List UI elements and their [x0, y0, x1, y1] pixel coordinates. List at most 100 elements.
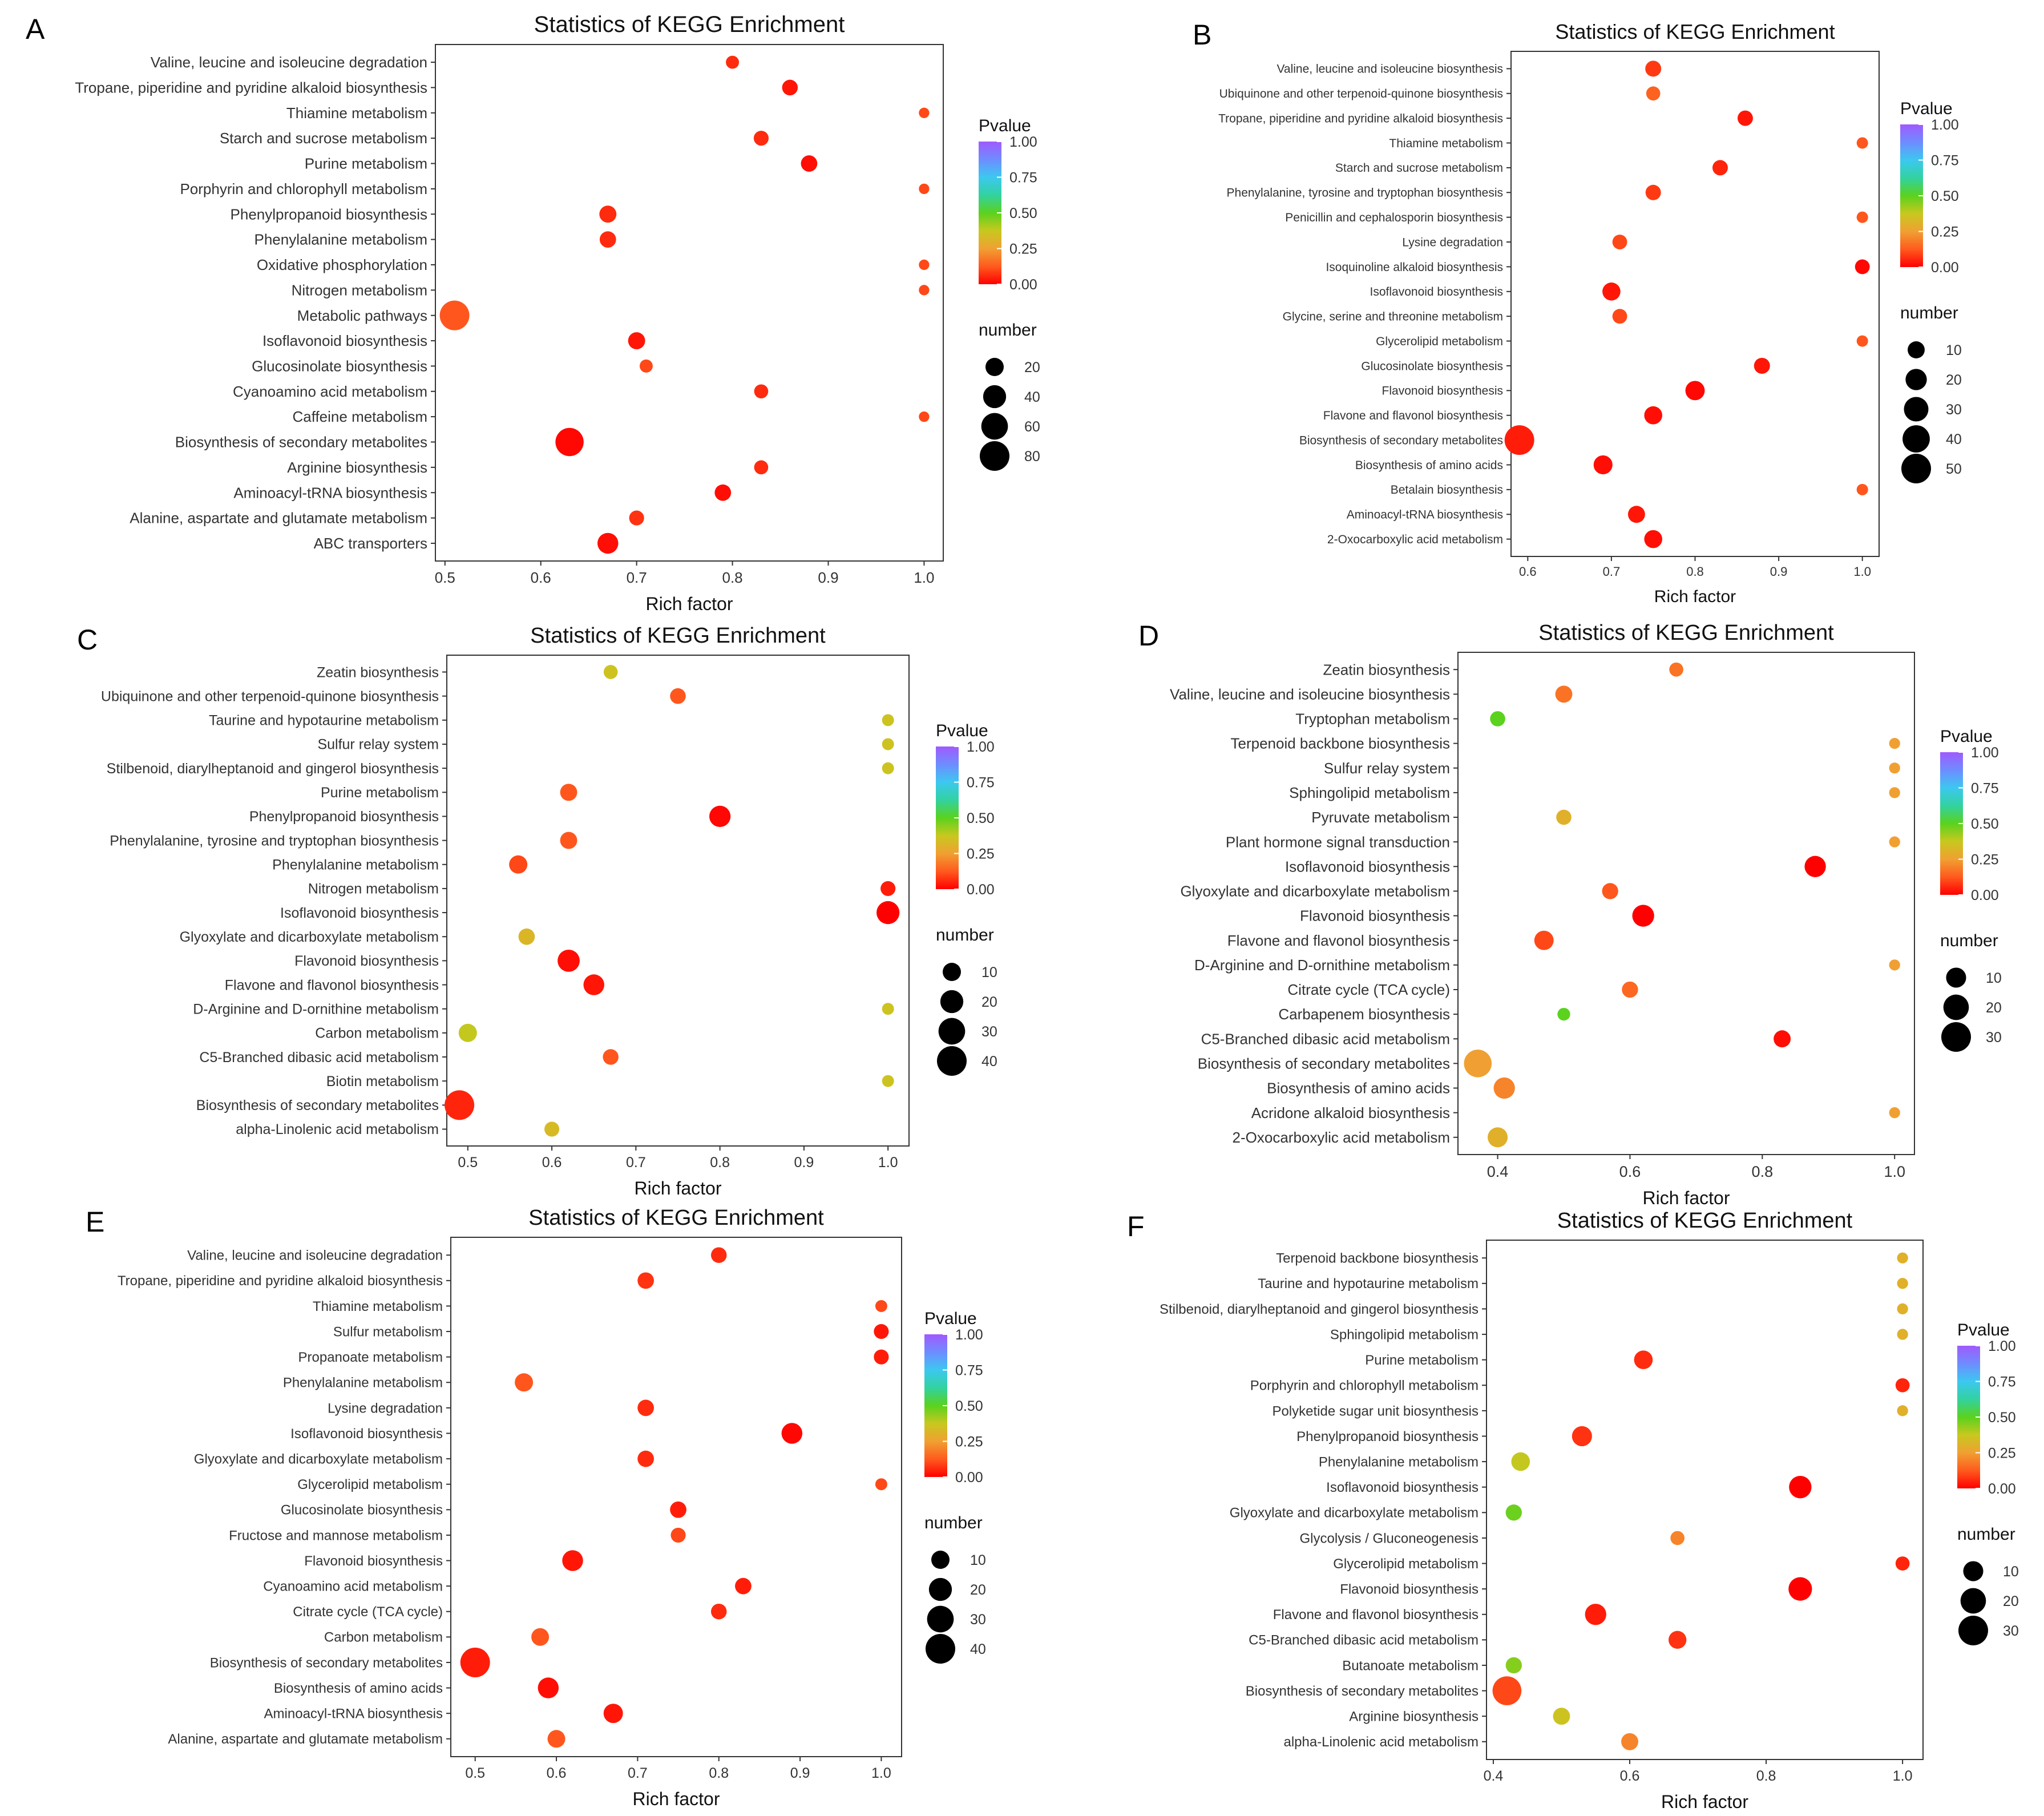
data-point — [1644, 530, 1663, 548]
y-tick-label: Carbapenem biosynthesis — [1278, 1006, 1450, 1023]
size-legend-label: 50 — [1946, 461, 1962, 477]
y-tick-label: Tropane, piperidine and pyridine alkaloi… — [75, 79, 427, 96]
y-tick-label: Phenylpropanoid biosynthesis — [249, 809, 439, 825]
y-tick-label: Nitrogen metabolism — [292, 281, 427, 298]
y-tick-label: Glyoxylate and dicarboxylate metabolism — [1180, 883, 1450, 900]
pvalue-legend-title: Pvalue — [1940, 727, 1993, 746]
chart-title: Statistics of KEGG Enrichment — [528, 1206, 824, 1230]
size-legend-dot — [1943, 994, 1969, 1020]
data-point — [1634, 1350, 1653, 1369]
data-point — [882, 738, 894, 750]
data-point — [875, 1478, 887, 1491]
data-point — [710, 1603, 727, 1620]
size-legend-label: 30 — [970, 1612, 986, 1628]
colorbar-tick-label: 0.00 — [1988, 1481, 2016, 1497]
y-tick-label: Porphyrin and chlorophyll metabolism — [180, 180, 427, 197]
size-legend-dot — [1963, 1561, 1984, 1581]
data-point — [1788, 1577, 1812, 1601]
y-tick-label: Glucosinolate biosynthesis — [252, 358, 427, 375]
data-point — [782, 79, 798, 96]
x-tick-label: 0.7 — [626, 1155, 646, 1171]
data-point — [714, 484, 732, 501]
data-point — [1856, 483, 1868, 495]
x-tick-label: 0.6 — [542, 1155, 562, 1171]
data-point — [1553, 1708, 1570, 1725]
y-tick-label: alpha-Linolenic acid metabolism — [1283, 1734, 1479, 1750]
y-tick-label: Sphingolipid metabolism — [1330, 1327, 1479, 1342]
data-point — [882, 1003, 894, 1015]
y-tick-label: D-Arginine and D-ornithine metabolism — [193, 1001, 439, 1017]
y-tick-label: Stilbenoid, diarylheptanoid and gingerol… — [1160, 1302, 1479, 1317]
y-tick-label: 2-Oxocarboxylic acid metabolism — [1233, 1129, 1450, 1146]
size-legend-title: number — [1900, 304, 1958, 322]
x-tick-label: 0.8 — [722, 569, 742, 586]
y-tick-label: Glyoxylate and dicarboxylate metabolism — [1230, 1506, 1479, 1521]
data-point — [1464, 1050, 1492, 1078]
chart-title: Statistics of KEGG Enrichment — [1538, 621, 1834, 645]
y-tick-label: Fructose and mannose metabolism — [229, 1528, 443, 1543]
panel-label: C — [77, 624, 98, 656]
colorbar-tick-label: 0.25 — [1009, 241, 1037, 257]
size-legend-label: 20 — [1946, 372, 1962, 388]
data-point — [518, 928, 535, 945]
panel-label: D — [1138, 620, 1159, 652]
data-point — [599, 231, 616, 248]
colorbar-tick-label: 0.75 — [955, 1363, 983, 1379]
y-tick-label: D-Arginine and D-ornithine metabolism — [1194, 957, 1450, 974]
data-point — [1511, 1452, 1530, 1471]
data-point — [1555, 685, 1573, 703]
data-point — [597, 532, 619, 554]
panel-label: A — [26, 13, 45, 45]
size-legend-dot — [940, 990, 964, 1014]
y-tick-label: Zeatin biosynthesis — [1323, 661, 1450, 678]
size-legend-dot — [1902, 425, 1930, 453]
x-tick-label: 0.8 — [1756, 1768, 1776, 1784]
size-legend-label: 20 — [981, 994, 997, 1010]
pvalue-legend-title: Pvalue — [924, 1309, 977, 1328]
data-point — [458, 1023, 477, 1042]
size-legend-label: 60 — [1024, 419, 1040, 435]
size-legend-dot — [931, 1551, 950, 1569]
data-point — [919, 285, 930, 296]
y-tick-label: Alanine, aspartate and glutamate metabol… — [168, 1732, 443, 1747]
data-point — [1493, 1077, 1515, 1099]
size-legend-dot — [1946, 967, 1966, 988]
size-legend-dot — [1908, 341, 1925, 358]
data-point — [753, 131, 769, 146]
y-tick-label: Arginine biosynthesis — [287, 459, 427, 476]
y-tick-label: Glycerolipid metabolism — [1333, 1556, 1479, 1572]
size-legend-label: 40 — [970, 1641, 986, 1657]
data-point — [599, 205, 617, 223]
data-point — [1602, 283, 1621, 301]
data-point — [1644, 406, 1663, 425]
data-point — [1556, 809, 1572, 825]
y-tick-label: Glycolysis / Gluconeogenesis — [1300, 1531, 1479, 1546]
y-tick-label: Purine metabolism — [321, 785, 439, 801]
y-tick-label: Purine metabolism — [305, 155, 427, 172]
data-point — [460, 1647, 490, 1677]
y-tick-label: Biosynthesis of amino acids — [274, 1681, 443, 1696]
data-point — [1897, 1329, 1908, 1340]
y-tick-label: Phenylalanine, tyrosine and tryptophan b… — [110, 833, 439, 849]
data-point — [1889, 836, 1900, 848]
x-tick-label: 0.5 — [458, 1155, 478, 1171]
size-legend-label: 80 — [1024, 449, 1040, 465]
data-point — [1754, 357, 1770, 374]
y-tick-label: Flavone and flavonol biosynthesis — [1323, 409, 1503, 422]
y-tick-label: Sulfur relay system — [1324, 760, 1450, 777]
data-point — [1895, 1556, 1910, 1571]
data-point — [1602, 883, 1618, 899]
colorbar-tick-label: 1.00 — [1009, 134, 1037, 150]
data-point — [754, 460, 769, 475]
data-point — [754, 384, 769, 399]
data-point — [1593, 455, 1613, 475]
colorbar-tick-label: 1.00 — [967, 739, 995, 755]
data-point — [538, 1677, 559, 1698]
y-tick-label: Cyanoamino acid metabolism — [233, 383, 427, 400]
x-tick-label: 0.7 — [1603, 564, 1621, 579]
data-point — [874, 1349, 889, 1365]
x-tick-label: 0.7 — [628, 1765, 648, 1781]
size-legend-label: 10 — [1946, 342, 1962, 358]
y-tick-label: Valine, leucine and isoleucine biosynthe… — [1277, 63, 1503, 76]
